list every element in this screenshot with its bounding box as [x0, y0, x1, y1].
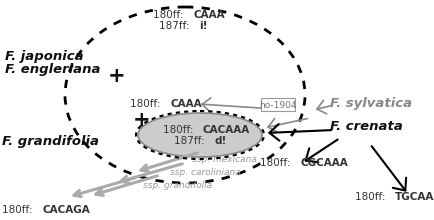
Text: CGCAAA: CGCAAA [299, 158, 347, 168]
Text: CAAA: CAAA [170, 99, 201, 109]
Text: i!: i! [199, 21, 207, 31]
Text: CACAAA: CACAAA [202, 125, 250, 135]
Text: F. crenata: F. crenata [329, 120, 402, 133]
Text: 180ff:: 180ff: [260, 158, 293, 168]
Text: F. japonica: F. japonica [5, 50, 83, 63]
FancyBboxPatch shape [260, 99, 294, 112]
Text: F. engleriana: F. engleriana [5, 63, 100, 76]
Text: 180ff:: 180ff: [153, 10, 187, 20]
Text: TGCAAA: TGCAAA [394, 192, 434, 202]
Text: ssp. mexicana: ssp. mexicana [191, 155, 256, 164]
Text: ho-1904: ho-1904 [259, 101, 296, 110]
Text: d!: d! [214, 136, 226, 146]
Text: ssp. grandifolia: ssp. grandifolia [143, 181, 212, 190]
Text: CAAA: CAAA [193, 10, 225, 20]
Text: F. sylvatica: F. sylvatica [329, 97, 411, 110]
Text: +: + [133, 110, 151, 130]
Text: 187ff:: 187ff: [159, 21, 193, 31]
Text: +: + [108, 66, 125, 86]
Text: 180ff:: 180ff: [354, 192, 388, 202]
Text: 180ff:: 180ff: [162, 125, 196, 135]
Text: 180ff:: 180ff: [2, 205, 36, 215]
Ellipse shape [138, 113, 261, 157]
Text: CACAGA: CACAGA [42, 205, 90, 215]
Text: ssp. caroliniana: ssp. caroliniana [170, 168, 240, 177]
Text: 180ff:: 180ff: [130, 99, 163, 109]
Text: F. grandifolia: F. grandifolia [2, 135, 99, 148]
Text: 187ff:: 187ff: [174, 136, 207, 146]
